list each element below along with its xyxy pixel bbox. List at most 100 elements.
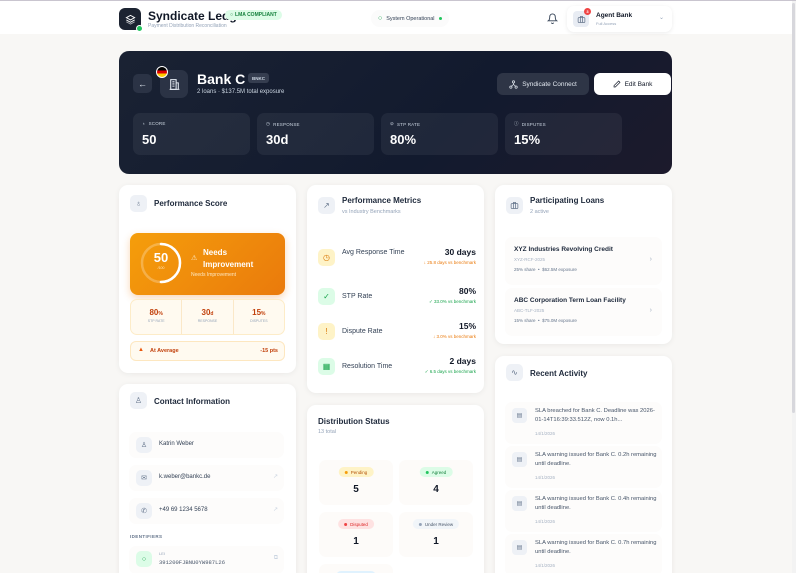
card-subtitle: 13 total [318, 429, 337, 435]
status-badge: Under Review [412, 519, 460, 529]
metric-stp-rate: ✓ STP Rate 80% ✓ 33.0% vs benchmark [315, 282, 479, 312]
score-value: 50 [153, 250, 169, 265]
alert-circle-icon: ⓘ [514, 121, 519, 126]
stat-score: ♁ SCORE 50 [133, 113, 250, 155]
shield-icon: ○ [230, 12, 234, 18]
activity-item[interactable]: ▤ SLA breached for Bank C. Deadline was … [505, 402, 662, 444]
status-pending[interactable]: Pending 5 [319, 460, 393, 505]
briefcase-icon [506, 197, 523, 214]
user-role: Full Access [596, 21, 617, 26]
status-badge: Disputed [338, 519, 374, 529]
status-badge: Pending [338, 467, 374, 477]
card-subtitle: vs Industry Benchmarks [342, 209, 401, 215]
stat-disputes: ⓘ DISPUTES 15% [505, 113, 622, 155]
distribution-status-card: Distribution Status 13 total Pending 5 A… [307, 405, 484, 573]
chevron-down-icon: ⌄ [658, 15, 664, 21]
edit-bank-button[interactable]: Edit Bank [594, 73, 671, 95]
external-link-icon[interactable]: ↗ [272, 507, 278, 513]
clock-icon: ◷ [266, 121, 271, 126]
participating-loans-card: Participating Loans 2 active XYZ Industr… [495, 185, 672, 344]
metric-resolution-time: ▦ Resolution Time 2 days ✓ 6.5 days vs b… [315, 352, 479, 382]
top-accent-line [0, 0, 796, 1]
status-under-review[interactable]: Under Review 1 [399, 512, 473, 557]
stat-response: ◷ RESPONSE 30d [257, 113, 374, 155]
notification-badge: 3 [584, 8, 591, 15]
score-max: /100 [157, 266, 165, 270]
briefcase-icon [573, 11, 589, 27]
external-link-icon[interactable]: ↗ [272, 474, 278, 480]
bank-summary: 2 loans · $137.5M total exposure [197, 89, 285, 95]
country-flag-germany [156, 66, 168, 78]
mini-stp-rate: 80% STP RATE [131, 300, 183, 334]
trophy-icon: ♁ [130, 195, 147, 212]
scrollbar-thumb[interactable] [792, 3, 795, 413]
card-title: Distribution Status [318, 417, 390, 426]
mail-icon: ✉ [136, 470, 152, 486]
syndicate-connect-button[interactable]: Syndicate Connect [497, 73, 589, 95]
calendar-icon: ▦ [318, 358, 335, 375]
layers-icon [124, 14, 136, 25]
rating-sublabel: Needs Improvement [191, 272, 237, 278]
user-menu[interactable]: 3 Agent Bank Full Access ⌄ [567, 6, 672, 32]
loan-item[interactable]: XYZ Industries Revolving Credit XYZ-RCF-… [505, 237, 662, 285]
status-badge: Agreed [419, 467, 453, 477]
document-icon: ▤ [512, 496, 527, 511]
status-agreed[interactable]: Agreed 4 [399, 460, 473, 505]
copy-icon[interactable]: ⧉ [273, 555, 278, 561]
warning-triangle-icon: ▲ [138, 347, 144, 353]
performance-metrics-card: ↗ Performance Metrics vs Industry Benchm… [307, 185, 484, 393]
user-name: Agent Bank [596, 12, 633, 19]
document-icon: ▤ [512, 408, 527, 423]
chevron-right-icon: › [649, 256, 652, 263]
back-button[interactable]: ← [133, 74, 152, 93]
app-logo[interactable] [119, 8, 143, 32]
identifiers-label: IDENTIFIERS [130, 534, 163, 539]
online-indicator [136, 25, 143, 32]
bank-name: Bank C [197, 71, 246, 87]
contact-name: ♙ Katrin Weber [129, 432, 284, 458]
contact-phone[interactable]: ✆ +49 69 1234 5678 ↗ [129, 498, 284, 524]
card-title: Performance Metrics [342, 196, 422, 205]
status-badge [336, 571, 376, 573]
system-status: ○ System Operational [371, 10, 449, 27]
card-subtitle: 2 active [530, 209, 549, 215]
warning-icon: ⚠ [191, 255, 198, 262]
bell-icon[interactable] [547, 13, 558, 24]
app-title: Syndicate Ledger [148, 9, 249, 23]
rating-label: Needs Improvement [203, 248, 254, 269]
check-circle-icon: ✓ [318, 288, 335, 305]
activity-icon: ∿ [506, 364, 523, 381]
chevron-right-icon: › [649, 307, 652, 314]
lei-identifier: ○ LEI 391200FJBNU0YW987L26 ⧉ [129, 546, 284, 573]
user-icon: ♙ [130, 392, 147, 409]
average-comparison: ▲ At Average -15 pts [130, 341, 285, 361]
user-icon: ♙ [136, 437, 152, 453]
card-title: Participating Loans [530, 196, 605, 205]
activity-item[interactable]: ▤ SLA warning issued for Bank C. 0.4h re… [505, 490, 662, 532]
trending-up-icon: ↗ [318, 197, 335, 214]
card-title: Performance Score [154, 199, 228, 208]
status-disputed[interactable]: Disputed 1 [319, 512, 393, 557]
check-circle-icon: ⊘ [390, 121, 394, 126]
app-subtitle: Payment Distribution Reconciliation [148, 23, 227, 29]
arrow-left-icon: ← [138, 78, 147, 89]
status-dot [438, 17, 442, 20]
contact-email[interactable]: ✉ k.weber@bankc.de ↗ [129, 465, 284, 491]
score-ring [140, 242, 182, 284]
shield-icon: ○ [136, 551, 152, 567]
recent-activity-card: ∿ Recent Activity ▤ SLA breached for Ban… [495, 356, 672, 573]
bank-header-card: ← Bank C BNKC 2 loans · $137.5M total ex… [119, 51, 672, 174]
score-summary: 50 /100 ⚠ Needs Improvement Needs Improv… [130, 233, 285, 295]
pencil-icon [613, 80, 621, 88]
card-title: Contact Information [154, 397, 230, 406]
loan-item[interactable]: ABC Corporation Term Loan Facility ABC-T… [505, 288, 662, 336]
alert-circle-icon: ! [318, 323, 335, 340]
activity-item[interactable]: ▤ SLA warning issued for Bank C. 0.2h re… [505, 446, 662, 488]
performance-score-card: ♁ Performance Score 50 /100 ⚠ Needs Impr… [119, 185, 296, 373]
activity-item[interactable]: ▤ SLA warning issued for Bank C. 0.7h re… [505, 534, 662, 573]
clock-icon: ◷ [318, 249, 335, 266]
contact-information-card: ♙ Contact Information ♙ Katrin Weber ✉ k… [119, 384, 296, 573]
status-additional[interactable] [319, 564, 393, 573]
compliance-badge: ○ LMA COMPLIANT [225, 10, 282, 20]
network-icon [509, 79, 518, 89]
